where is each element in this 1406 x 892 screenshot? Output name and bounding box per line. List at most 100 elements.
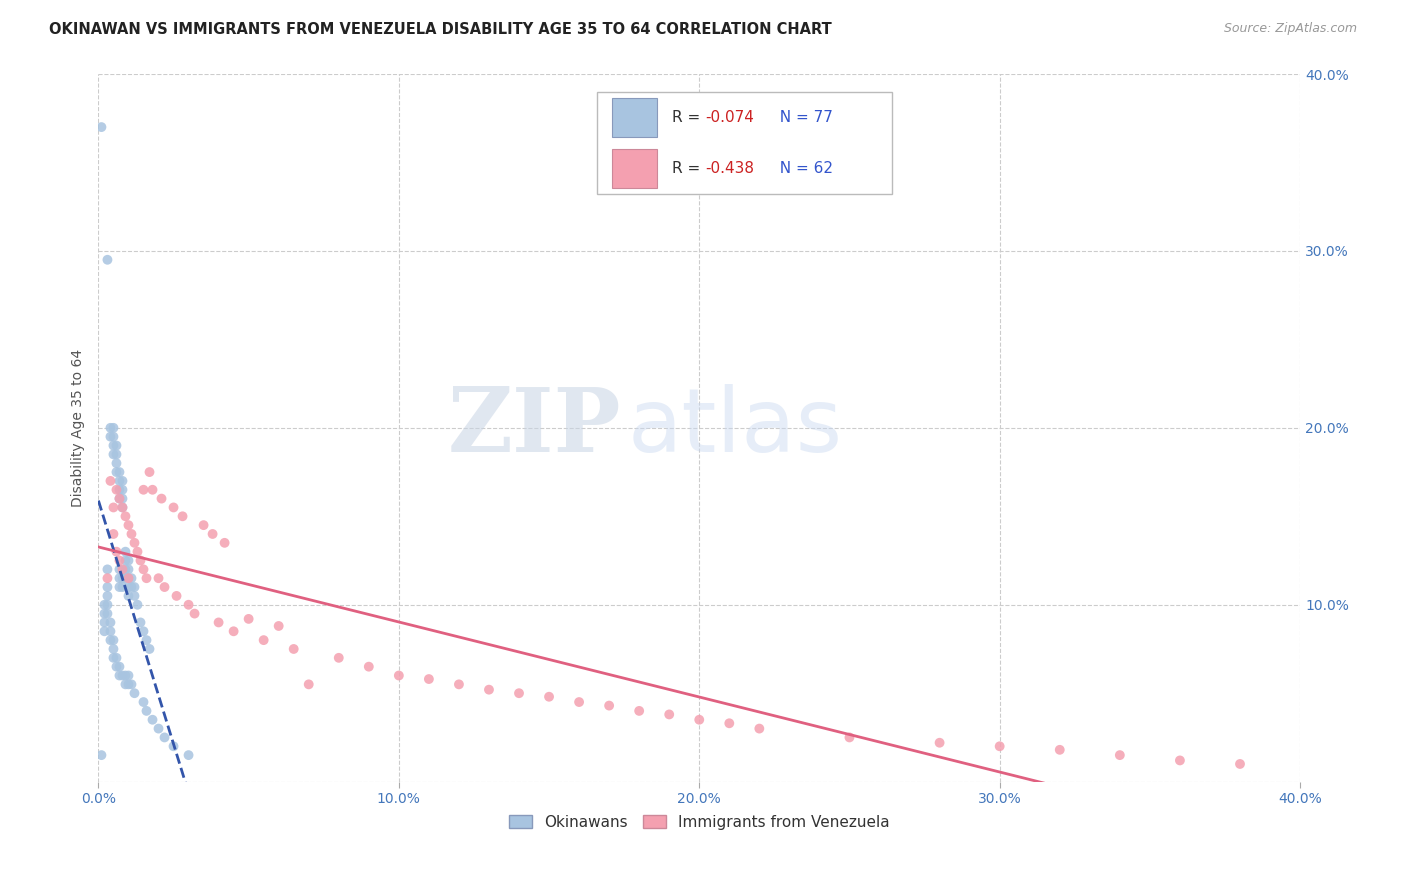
Point [114, 553, 136, 567]
Point [538, 690, 561, 704]
Point [96, 598, 118, 612]
Text: N = 62: N = 62 [770, 161, 834, 176]
Point [132, 695, 155, 709]
Point [114, 571, 136, 585]
Point [508, 686, 530, 700]
Legend: Okinawans, Immigrants from Venezuela: Okinawans, Immigrants from Venezuela [505, 810, 894, 834]
Point [127, 544, 149, 558]
Point [135, 571, 157, 585]
Point [96, 571, 118, 585]
Point [267, 619, 290, 633]
Point [117, 553, 139, 567]
Text: ZIP: ZIP [447, 384, 621, 471]
Point [117, 518, 139, 533]
Point [162, 739, 184, 754]
Point [108, 465, 131, 479]
Point [96, 607, 118, 621]
Point [105, 447, 128, 461]
Point [108, 562, 131, 576]
Point [748, 722, 770, 736]
Point [108, 491, 131, 506]
Point [214, 536, 236, 550]
Point [283, 642, 305, 657]
Point [117, 668, 139, 682]
Point [100, 615, 122, 630]
Point [93, 624, 115, 639]
Point [124, 589, 146, 603]
Point [108, 571, 131, 585]
Point [93, 598, 115, 612]
Point [1049, 743, 1071, 757]
Point [253, 633, 276, 648]
Point [105, 544, 128, 558]
Point [141, 483, 163, 497]
Point [111, 571, 134, 585]
Point [93, 607, 115, 621]
Point [111, 491, 134, 506]
Point [96, 589, 118, 603]
Point [100, 633, 122, 648]
Point [193, 518, 215, 533]
Point [108, 580, 131, 594]
Point [132, 624, 155, 639]
Point [129, 615, 152, 630]
Point [153, 731, 176, 745]
Point [96, 562, 118, 576]
Point [162, 500, 184, 515]
Point [127, 598, 149, 612]
Point [135, 633, 157, 648]
Point [238, 612, 260, 626]
Point [129, 553, 152, 567]
Point [183, 607, 205, 621]
Text: -0.438: -0.438 [706, 161, 754, 176]
FancyBboxPatch shape [598, 92, 891, 194]
Point [105, 438, 128, 452]
Point [103, 500, 125, 515]
Point [100, 421, 122, 435]
Point [103, 447, 125, 461]
Point [117, 571, 139, 585]
Text: Source: ZipAtlas.com: Source: ZipAtlas.com [1223, 22, 1357, 36]
Bar [612, 149, 657, 188]
Text: -0.074: -0.074 [706, 110, 754, 125]
Point [100, 624, 122, 639]
Point [117, 562, 139, 576]
Point [172, 509, 194, 524]
Point [117, 580, 139, 594]
Point [105, 659, 128, 673]
Point [207, 615, 229, 630]
Point [688, 713, 710, 727]
Point [718, 716, 741, 731]
Point [111, 580, 134, 594]
Point [111, 474, 134, 488]
Point [105, 483, 128, 497]
Point [108, 491, 131, 506]
Point [96, 252, 118, 267]
Point [111, 500, 134, 515]
Point [108, 483, 131, 497]
Point [568, 695, 591, 709]
Point [90, 748, 112, 763]
Point [447, 677, 470, 691]
Point [117, 571, 139, 585]
Point [121, 571, 143, 585]
Point [103, 650, 125, 665]
Point [1108, 748, 1130, 763]
Point [132, 562, 155, 576]
Point [153, 580, 176, 594]
Point [135, 704, 157, 718]
Point [111, 668, 134, 682]
Point [138, 642, 160, 657]
Point [108, 474, 131, 488]
Point [111, 500, 134, 515]
Point [1229, 756, 1251, 771]
Point [108, 553, 131, 567]
Point [108, 659, 131, 673]
Point [148, 571, 170, 585]
Bar [612, 98, 657, 136]
Point [141, 713, 163, 727]
Point [105, 650, 128, 665]
Point [90, 120, 112, 134]
Point [177, 598, 200, 612]
Point [148, 722, 170, 736]
